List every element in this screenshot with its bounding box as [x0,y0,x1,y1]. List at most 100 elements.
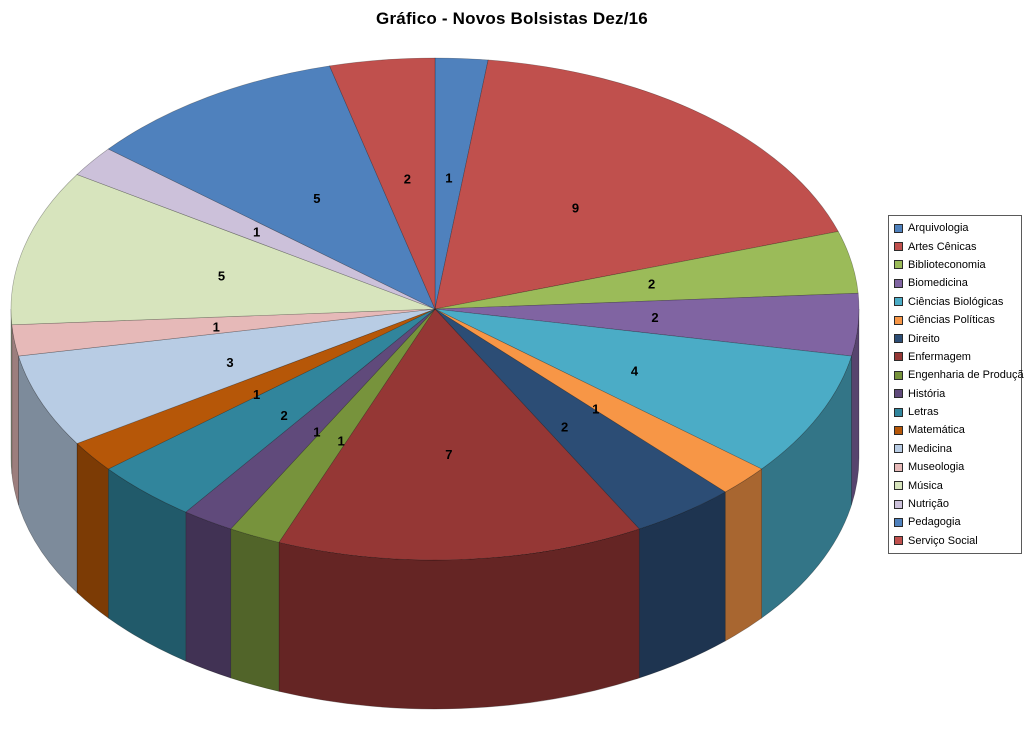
legend-item-matematica[interactable]: Matemática [889,421,1021,439]
legend-label: Artes Cênicas [908,240,977,253]
chart-title: Gráfico - Novos Bolsistas Dez/16 [376,9,648,28]
legend-swatch [894,536,903,546]
pie-slice-historia[interactable] [185,308,436,530]
legend-swatch [894,223,903,233]
legend-swatch [894,370,903,380]
legend-label: Serviço Social [908,534,978,547]
pie-slice-side-engenharia-de-producao [230,528,280,692]
legend-label: Ciências Políticas [908,314,995,327]
data-label-enfermagem: 7 [445,447,452,462]
data-label-ciencias-politicas: 1 [592,401,599,416]
data-label-nutricao: 1 [253,224,260,239]
legend-item-medicina[interactable]: Medicina [889,440,1021,458]
legend-label: Nutrição [908,498,949,511]
legend-swatch [894,444,903,454]
pie-slice-arquivologia[interactable] [434,57,489,310]
pie-slice-matematica[interactable] [76,308,436,470]
legend-swatch [894,481,903,491]
pie-slice-musica[interactable] [10,174,436,326]
data-label-musica: 5 [218,269,225,284]
legend-item-engenharia-de-producao[interactable]: Engenharia de Produção [889,366,1024,384]
legend-label: Enfermagem [908,350,971,363]
legend-swatch [894,425,903,435]
legend-swatch [894,407,903,417]
pie-slice-biomedicina[interactable] [434,292,860,357]
data-label-artes-cenicas: 9 [572,200,579,215]
pie-slice-side-historia [185,511,232,679]
data-label-direito: 2 [561,420,568,435]
legend-item-biblioteconomia[interactable]: Biblioteconomia [889,256,1021,274]
legend-item-ciencias-biologicas[interactable]: Ciências Biológicas [889,293,1021,311]
legend-item-museologia[interactable]: Museologia [889,458,1021,476]
data-label-letras: 2 [280,408,287,423]
pie-slice-engenharia-de-producao[interactable] [230,308,436,543]
legend-item-ciencias-politicas[interactable]: Ciências Políticas [889,311,1021,329]
data-label-arquivologia: 1 [445,171,452,186]
legend-label: História [908,387,946,400]
data-label-biblioteconomia: 2 [648,277,655,292]
legend-label: Museologia [908,461,965,474]
legend-item-biomedicina[interactable]: Biomedicina [889,274,1021,292]
legend-item-artes-cenicas[interactable]: Artes Cênicas [889,237,1021,255]
legend-label: Matemática [908,424,965,437]
pie-slice-artes-cenicas[interactable] [434,59,839,310]
legend-label: Biblioteconomia [908,258,986,271]
pie-slice-ciencias-politicas[interactable] [434,308,763,493]
data-label-ciencias-biologicas: 4 [631,363,639,378]
legend-label: Direito [908,332,940,345]
pie-slice-enfermagem[interactable] [278,308,640,561]
data-label-museologia: 1 [213,319,220,334]
legend-item-arquivologia[interactable]: Arquivologia [889,219,1021,237]
pie-slice-nutricao[interactable] [76,148,436,310]
data-label-pedagogia: 5 [313,191,320,206]
data-label-engenharia-de-producao: 1 [338,434,345,449]
legend-swatch [894,462,903,472]
pie-slice-direito[interactable] [434,308,726,530]
legend-item-servico-social[interactable]: Serviço Social [889,532,1021,550]
legend-swatch [894,334,903,344]
legend-swatch [894,389,903,399]
pie-slice-side-ciencias-politicas [724,468,762,642]
pie-slice-side-matematica [76,442,109,619]
legend-label: Letras [908,406,939,419]
pie-slice-biblioteconomia[interactable] [434,231,859,310]
data-label-medicina: 3 [226,355,233,370]
legend-item-historia[interactable]: História [889,385,1021,403]
pie-slice-letras[interactable] [107,308,436,513]
legend-label: Pedagogia [908,516,961,529]
pie-3d-walls [10,308,860,710]
pie-slice-ciencias-biologicas[interactable] [434,308,852,470]
data-label-servico-social: 2 [404,172,411,187]
pie-slice-side-musica [10,308,13,474]
legend-label: Ciências Biológicas [908,295,1004,308]
legend-swatch [894,260,903,270]
pie-slice-pedagogia[interactable] [107,65,436,310]
legend-item-letras[interactable]: Letras [889,403,1021,421]
pie-slice-museologia[interactable] [11,308,436,357]
legend-label: Medicina [908,442,953,455]
legend-item-enfermagem[interactable]: Enfermagem [889,348,1021,366]
legend-label: Engenharia de Produção [908,369,1024,382]
legend-item-nutricao[interactable]: Nutrição [889,495,1021,513]
data-label-historia: 1 [313,425,320,440]
pie-slice-medicina[interactable] [18,308,436,444]
legend-item-musica[interactable]: Música [889,476,1021,494]
data-label-biomedicina: 2 [651,310,658,325]
legend: Arquivologia Artes Cênicas Biblioteconomia… [888,215,1024,555]
pie-slice-servico-social[interactable] [329,57,436,310]
legend-swatch [894,517,903,527]
legend-swatch [894,278,903,288]
legend-swatch [894,315,903,325]
data-label-matematica: 1 [253,387,260,402]
legend-label: Música [908,479,943,492]
legend-item-pedagogia[interactable]: Pedagogia [889,513,1021,531]
legend-label: Biomedicina [908,277,968,290]
legend-swatch [894,242,903,252]
legend-swatch [894,297,903,307]
legend-item-direito[interactable]: Direito [889,329,1021,347]
legend-swatch [894,352,903,362]
legend-swatch [894,499,903,509]
legend-label: Arquivologia [908,222,969,235]
